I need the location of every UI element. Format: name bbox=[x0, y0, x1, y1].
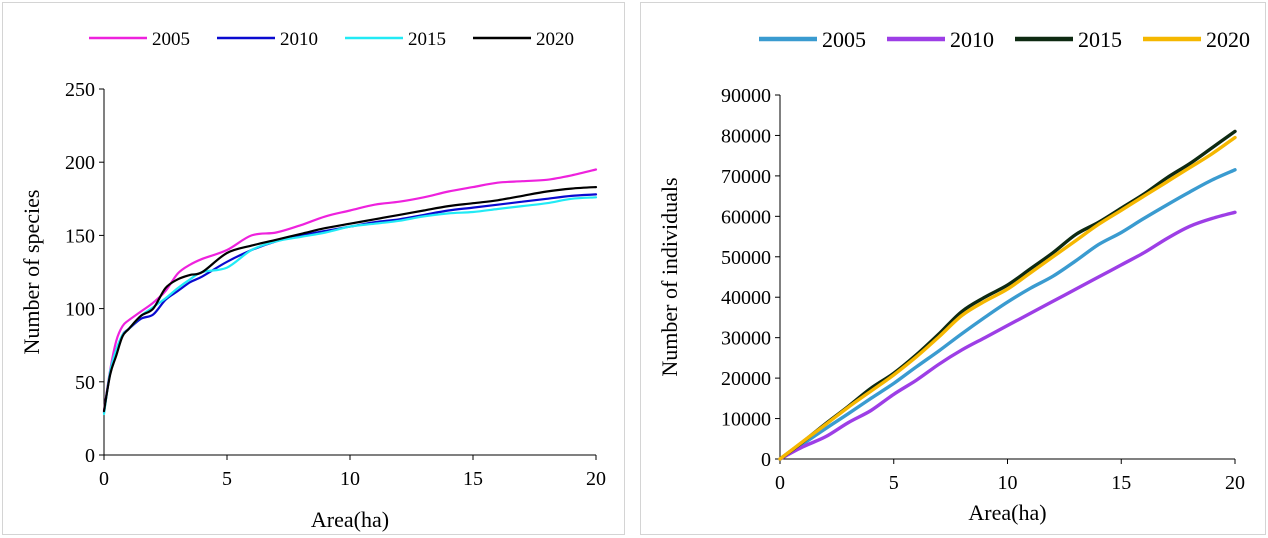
series-line-2005 bbox=[102, 168, 598, 413]
y-tick-label: 70000 bbox=[721, 166, 771, 188]
x-tick-label: 20 bbox=[586, 468, 606, 490]
legend-label-2020: 2020 bbox=[536, 29, 574, 50]
x-tick-label: 0 bbox=[99, 468, 109, 490]
y-tick-label: 60000 bbox=[721, 206, 771, 228]
y-axis-label: Number of individuals bbox=[657, 177, 682, 376]
y-tick-label: 10000 bbox=[721, 409, 771, 431]
y-tick-label: 0 bbox=[85, 445, 95, 467]
series-line-2005 bbox=[778, 168, 1237, 461]
x-axis-label: Area(ha) bbox=[311, 507, 389, 532]
x-tick-label: 15 bbox=[1111, 472, 1131, 494]
y-tick-label: 150 bbox=[65, 225, 95, 247]
y-tick-label: 20000 bbox=[721, 368, 771, 390]
species-area-chart-panel: 0 50 100 150 200 250 0 5 10 15 20 Area(ha) Number of… bbox=[2, 2, 625, 535]
individuals-area-chart-panel: 0 10000 20000 30000 40000 50000 60000 70000 8000… bbox=[640, 2, 1266, 535]
individuals-area-chart: 0 10000 20000 30000 40000 50000 60000 70000 8000… bbox=[657, 27, 1250, 525]
y-tick-label: 40000 bbox=[721, 287, 771, 309]
y-tick-label: 200 bbox=[65, 152, 95, 174]
y-tick-label: 50 bbox=[75, 372, 95, 394]
species-area-chart: 0 50 100 150 200 250 0 5 10 15 20 Area(ha) Number of… bbox=[19, 29, 606, 532]
y-tick-label: 100 bbox=[65, 299, 95, 321]
legend-label-2005: 2005 bbox=[152, 29, 190, 50]
x-tick-label: 10 bbox=[998, 472, 1018, 494]
x-tick-label: 5 bbox=[222, 468, 232, 490]
legend-label-2010: 2010 bbox=[280, 29, 318, 50]
y-tick-label: 50000 bbox=[721, 247, 771, 269]
x-tick-label: 0 bbox=[775, 472, 785, 494]
y-tick-label: 0 bbox=[761, 449, 771, 471]
legend-label-2010: 2010 bbox=[950, 27, 994, 52]
series-line-2020 bbox=[778, 135, 1237, 461]
x-tick-label: 5 bbox=[889, 472, 899, 494]
x-tick-label: 10 bbox=[340, 468, 360, 490]
y-tick-label: 80000 bbox=[721, 125, 771, 147]
y-tick-label: 90000 bbox=[721, 85, 771, 107]
y-tick-label: 30000 bbox=[721, 328, 771, 350]
series-line-2015 bbox=[102, 196, 598, 416]
series-line-2010 bbox=[778, 210, 1237, 461]
y-tick-label: 250 bbox=[65, 79, 95, 101]
series-line-2020 bbox=[102, 186, 598, 413]
x-tick-label: 20 bbox=[1225, 472, 1245, 494]
y-axis-label: Number of species bbox=[19, 190, 44, 355]
legend-label-2015: 2015 bbox=[408, 29, 446, 50]
legend-label-2015: 2015 bbox=[1078, 27, 1122, 52]
x-tick-label: 15 bbox=[463, 468, 483, 490]
x-axis-label: Area(ha) bbox=[968, 500, 1046, 525]
legend-label-2020: 2020 bbox=[1206, 27, 1250, 52]
legend-label-2005: 2005 bbox=[822, 27, 866, 52]
